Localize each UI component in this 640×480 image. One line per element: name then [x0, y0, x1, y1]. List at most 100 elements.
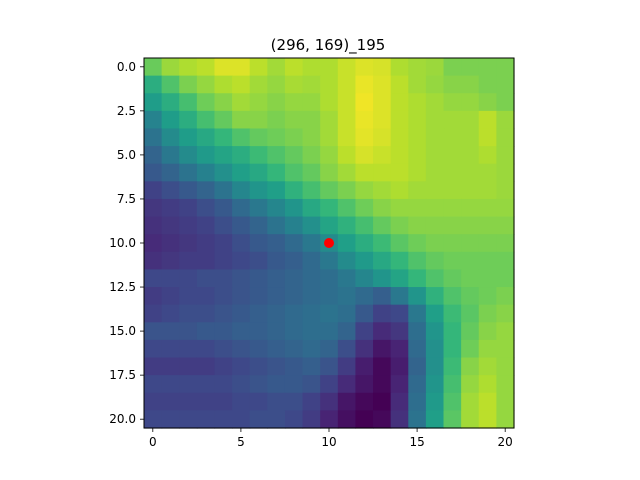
heatmap-cell [425, 75, 445, 94]
heatmap-cell [249, 339, 268, 359]
heatmap-cell [232, 269, 251, 288]
heatmap-cell [337, 269, 357, 288]
heatmap-cell [284, 410, 304, 429]
heatmap-cell [320, 339, 339, 359]
heatmap-cell [249, 287, 268, 306]
heatmap-cell [355, 58, 374, 77]
heatmap-cell [144, 198, 163, 218]
heatmap-cell [337, 322, 357, 341]
heatmap-cell [390, 128, 409, 147]
heatmap-cell [144, 110, 163, 130]
heatmap-cell [232, 110, 251, 130]
heatmap-cell [320, 287, 339, 306]
heatmap-cell [443, 93, 462, 112]
heatmap-cell [302, 269, 321, 288]
heatmap-cell [284, 304, 304, 323]
heatmap-cell [284, 128, 304, 147]
heatmap-cell [373, 234, 392, 253]
heatmap-cell [390, 110, 409, 130]
heatmap-cell [214, 392, 233, 411]
heatmap-cell [214, 181, 233, 200]
heatmap-cell [408, 375, 427, 394]
heatmap-cell [461, 110, 480, 130]
heatmap-cell [196, 110, 216, 130]
heatmap-cell [355, 287, 374, 306]
heatmap-cell [144, 234, 163, 253]
heatmap-cell [249, 322, 268, 341]
heatmap-cell [320, 146, 339, 165]
heatmap-cell [425, 392, 445, 411]
heatmap-cell [144, 339, 163, 359]
heatmap-cell [249, 93, 268, 112]
heatmap-cell [337, 181, 357, 200]
heatmap-cell [408, 128, 427, 147]
heatmap-cell [408, 234, 427, 253]
heatmap-cell [232, 146, 251, 165]
heatmap-cell [302, 181, 321, 200]
heatmap-cell [408, 110, 427, 130]
heatmap-cell [408, 58, 427, 77]
heatmap-cell [478, 304, 497, 323]
heatmap-cell [320, 163, 339, 182]
heatmap-cell [390, 146, 409, 165]
heatmap-cell [161, 251, 180, 271]
y-tick-label: 7.5 [117, 192, 136, 206]
heatmap-cell [408, 339, 427, 359]
heatmap-cell [320, 216, 339, 235]
heatmap-cell [284, 181, 304, 200]
heatmap-cell [425, 322, 445, 341]
heatmap-cell [373, 339, 392, 359]
heatmap-cell [214, 146, 233, 165]
heatmap-cell [355, 163, 374, 182]
heatmap-cell [144, 75, 163, 94]
heatmap-cell [196, 146, 216, 165]
heatmap-cell [161, 392, 180, 411]
heatmap-cell [302, 375, 321, 394]
heatmap-cell [425, 251, 445, 271]
heatmap-cell [355, 234, 374, 253]
heatmap-cell [214, 58, 233, 77]
heatmap-cell [425, 269, 445, 288]
heatmap-cell [478, 410, 497, 429]
heatmap-cell [425, 375, 445, 394]
heatmap-cell [144, 163, 163, 182]
heatmap-cell [196, 287, 216, 306]
heatmap-cell [496, 110, 515, 130]
heatmap-cell [320, 128, 339, 147]
heatmap-cell [196, 58, 216, 77]
heatmap-cell [179, 375, 198, 394]
heatmap-cell [337, 339, 357, 359]
heatmap-cell [461, 269, 480, 288]
heatmap-cell [267, 234, 286, 253]
heatmap-cell [390, 181, 409, 200]
heatmap-cell [461, 128, 480, 147]
heatmap-cell [478, 375, 497, 394]
heatmap-cell [214, 287, 233, 306]
heatmap-cell [284, 392, 304, 411]
heatmap-cell [144, 216, 163, 235]
heatmap-cell [196, 75, 216, 94]
heatmap-cell [161, 163, 180, 182]
heatmap-cell [373, 93, 392, 112]
heatmap-cell [478, 322, 497, 341]
heatmap-cell [302, 339, 321, 359]
heatmap-cell [425, 287, 445, 306]
heatmap-cell [284, 110, 304, 130]
heatmap-cell [249, 410, 268, 429]
heatmap-cell [337, 216, 357, 235]
heatmap-cell [461, 234, 480, 253]
heatmap-cell [144, 146, 163, 165]
heatmap-cell [425, 410, 445, 429]
heatmap-cell [390, 163, 409, 182]
heatmap-cell [302, 251, 321, 271]
heatmap-cell [302, 216, 321, 235]
heatmap-cell [443, 339, 462, 359]
heatmap-cell [284, 216, 304, 235]
heatmap-cell [179, 304, 198, 323]
heatmap-cell [496, 322, 515, 341]
heatmap-cell [161, 198, 180, 218]
heatmap-cell [496, 304, 515, 323]
heatmap-cell [179, 198, 198, 218]
heatmap-cell [337, 128, 357, 147]
heatmap-cell [320, 251, 339, 271]
